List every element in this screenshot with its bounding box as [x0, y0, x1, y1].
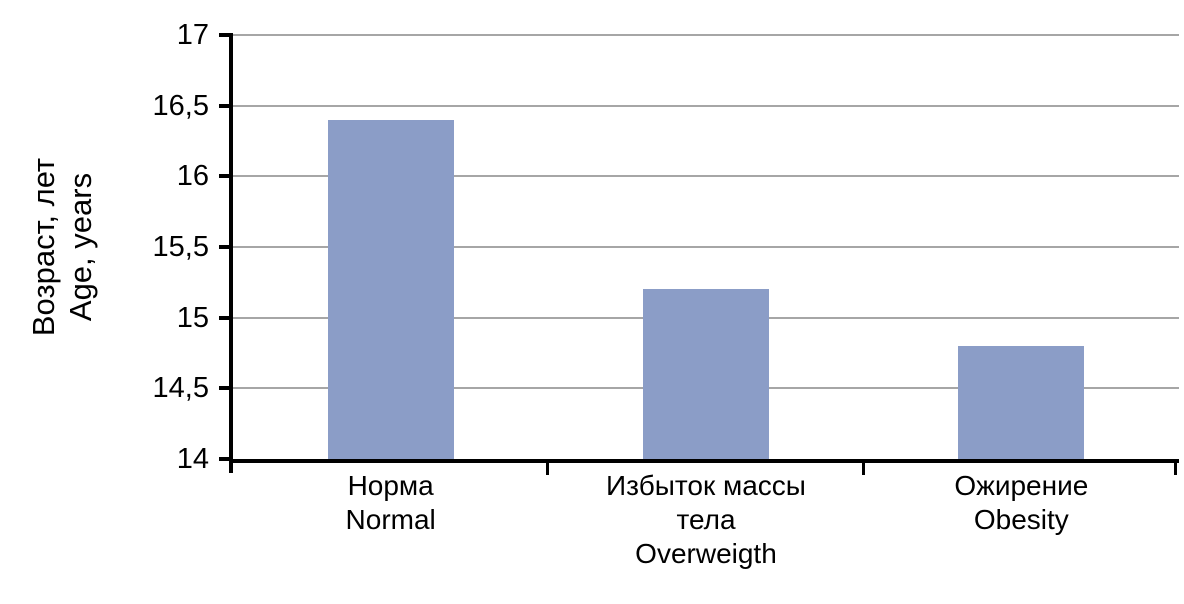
gridline: [233, 104, 1179, 107]
x-category-label-line: Obesity: [973, 504, 1069, 535]
x-category-label-line: Overweigth: [635, 538, 777, 569]
x-tick-mark: [1174, 463, 1177, 475]
y-tick-label: 14: [176, 443, 209, 475]
y-tick-mark: [219, 457, 233, 461]
x-category-label-line: тела: [676, 504, 736, 535]
y-tick-mark: [219, 386, 233, 391]
x-category-label-line: Ожирение: [954, 470, 1089, 501]
y-tick-label: 14,5: [152, 372, 209, 405]
y-tick-label: 17: [176, 19, 209, 51]
y-tick-label: 16,5: [152, 89, 209, 122]
y-tick-mark: [219, 174, 233, 179]
x-tick-mark: [546, 463, 550, 475]
y-tick-mark: [219, 33, 233, 37]
bar: [958, 345, 1085, 459]
x-category-label-line: Норма: [347, 470, 434, 501]
gridline: [233, 246, 1179, 248]
y-axis-title: Возраст, лет Age, years: [25, 158, 99, 336]
y-axis-line: [229, 35, 233, 473]
x-category-label-line: Избыток массы: [606, 470, 806, 501]
x-category-label: Норма Normal: [233, 469, 548, 537]
gridline: [233, 175, 1179, 178]
bar: [643, 289, 769, 459]
gridline: [233, 34, 1179, 36]
x-tick-mark: [861, 463, 865, 475]
bar: [327, 119, 454, 459]
y-tick-label: 15,5: [152, 231, 209, 263]
x-category-label: Избыток массы тела Overweigth: [548, 469, 863, 571]
y-tick-label: 15: [176, 301, 209, 334]
y-tick-mark: [219, 103, 233, 108]
x-category-label: Ожирение Obesity: [864, 469, 1179, 537]
y-axis-title-line-ru: Возраст, лет: [26, 157, 61, 337]
x-category-label-line: Normal: [345, 504, 436, 535]
x-axis-line: [229, 459, 1179, 463]
y-tick-mark: [219, 245, 233, 249]
y-tick-label: 16: [176, 160, 209, 193]
y-tick-mark: [219, 315, 233, 320]
